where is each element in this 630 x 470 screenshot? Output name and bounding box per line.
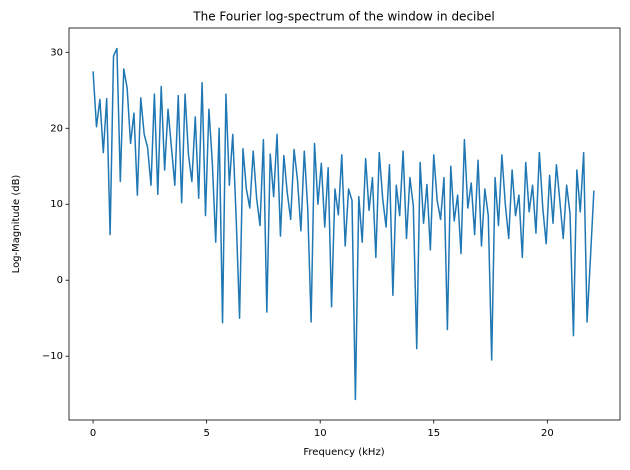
x-axis-label: Frequency (kHz)	[303, 447, 384, 458]
y-tick-label: −10	[42, 351, 63, 362]
y-tick-label: 20	[50, 123, 63, 134]
plot-frame	[68, 27, 621, 421]
chart-title: The Fourier log-spectrum of the window i…	[192, 10, 494, 24]
x-tick-label: 5	[203, 428, 209, 439]
y-tick-label: 0	[57, 275, 63, 286]
x-tick-label: 20	[541, 428, 554, 439]
x-tick-label: 0	[90, 428, 96, 439]
y-tick-label: 10	[50, 199, 63, 210]
data-line	[92, 47, 595, 401]
y-axis-label: Log-Magnitude (dB)	[11, 175, 22, 274]
x-tick-label: 15	[427, 428, 440, 439]
y-tick-label: 30	[50, 47, 63, 58]
x-tick-label: 10	[314, 428, 327, 439]
